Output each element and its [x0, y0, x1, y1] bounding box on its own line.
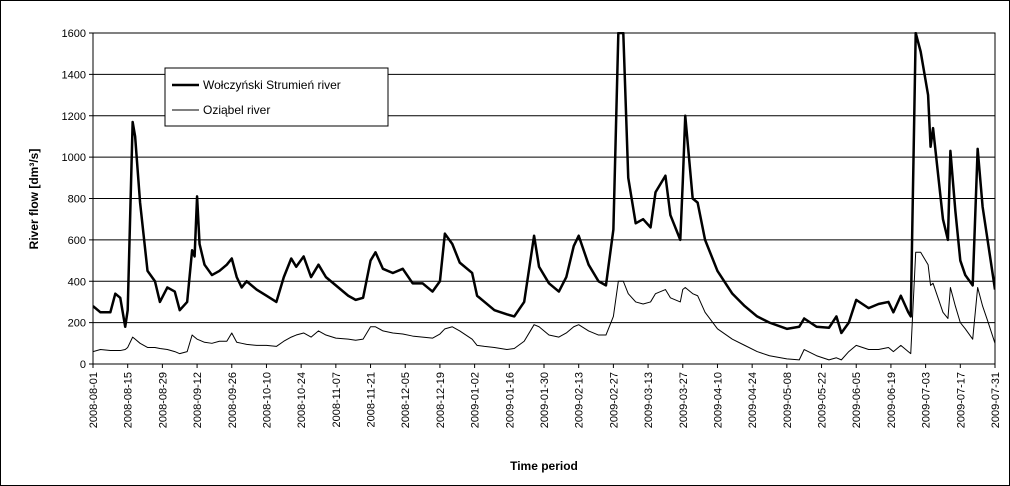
x-tick-label: 2009-05-22: [817, 372, 829, 428]
y-tick-label: 1600: [62, 28, 86, 40]
series-line: [93, 32, 995, 335]
series-line: [93, 251, 995, 361]
x-tick-label: 2009-02-13: [574, 372, 586, 428]
x-tick-label: 2009-07-31: [990, 372, 1002, 428]
x-axis-title: Time period: [510, 459, 578, 473]
y-tick-label: 1000: [62, 152, 86, 164]
x-tick-label: 2008-09-12: [192, 372, 204, 428]
x-tick-label: 2009-03-13: [643, 372, 655, 428]
y-axis-title: River flow [dm³/s]: [27, 149, 41, 250]
x-tick-label: 2009-06-05: [851, 372, 863, 428]
y-tick-label: 0: [80, 359, 86, 371]
y-tick-label: 400: [68, 276, 86, 288]
x-tick-label: 2009-03-27: [678, 372, 690, 428]
x-tick-label: 2008-08-15: [123, 372, 135, 428]
x-tick-label: 2009-07-03: [921, 372, 933, 428]
x-tick-label: 2008-08-29: [157, 372, 169, 428]
legend-box: [164, 67, 389, 127]
legend-label: Wołczyński Strumień river: [203, 78, 341, 92]
x-tick-label: 2008-10-10: [261, 372, 273, 428]
legend-label: Oziąbel river: [203, 103, 270, 117]
x-tick-label: 2008-11-07: [331, 372, 343, 427]
x-tick-label: 2009-01-02: [470, 372, 482, 428]
y-tick-label: 800: [68, 194, 86, 206]
y-tick-label: 600: [68, 235, 86, 247]
y-tick-label: 1200: [62, 111, 86, 123]
x-tick-label: 2008-10-24: [296, 372, 308, 428]
plot-border: [92, 32, 996, 365]
y-tick-label: 200: [68, 318, 86, 330]
x-tick-label: 2009-05-08: [782, 372, 794, 428]
x-tick-label: 2008-12-19: [435, 372, 447, 428]
x-tick-label: 2009-01-30: [539, 372, 551, 428]
x-tick-label: 2009-02-27: [608, 372, 620, 428]
x-tick-label: 2009-04-24: [747, 372, 759, 428]
y-tick-label: 1400: [62, 69, 86, 81]
x-tick-label: 2008-12-05: [400, 372, 412, 428]
x-tick-label: 2009-06-19: [886, 372, 898, 428]
x-tick-label: 2009-07-17: [955, 372, 967, 428]
x-tick-label: 2009-04-10: [712, 372, 724, 428]
x-tick-label: 2009-01-16: [504, 372, 516, 428]
x-tick-label: 2008-08-01: [88, 372, 100, 428]
x-tick-label: 2008-11-21: [366, 372, 378, 427]
x-tick-label: 2008-09-26: [227, 372, 239, 428]
